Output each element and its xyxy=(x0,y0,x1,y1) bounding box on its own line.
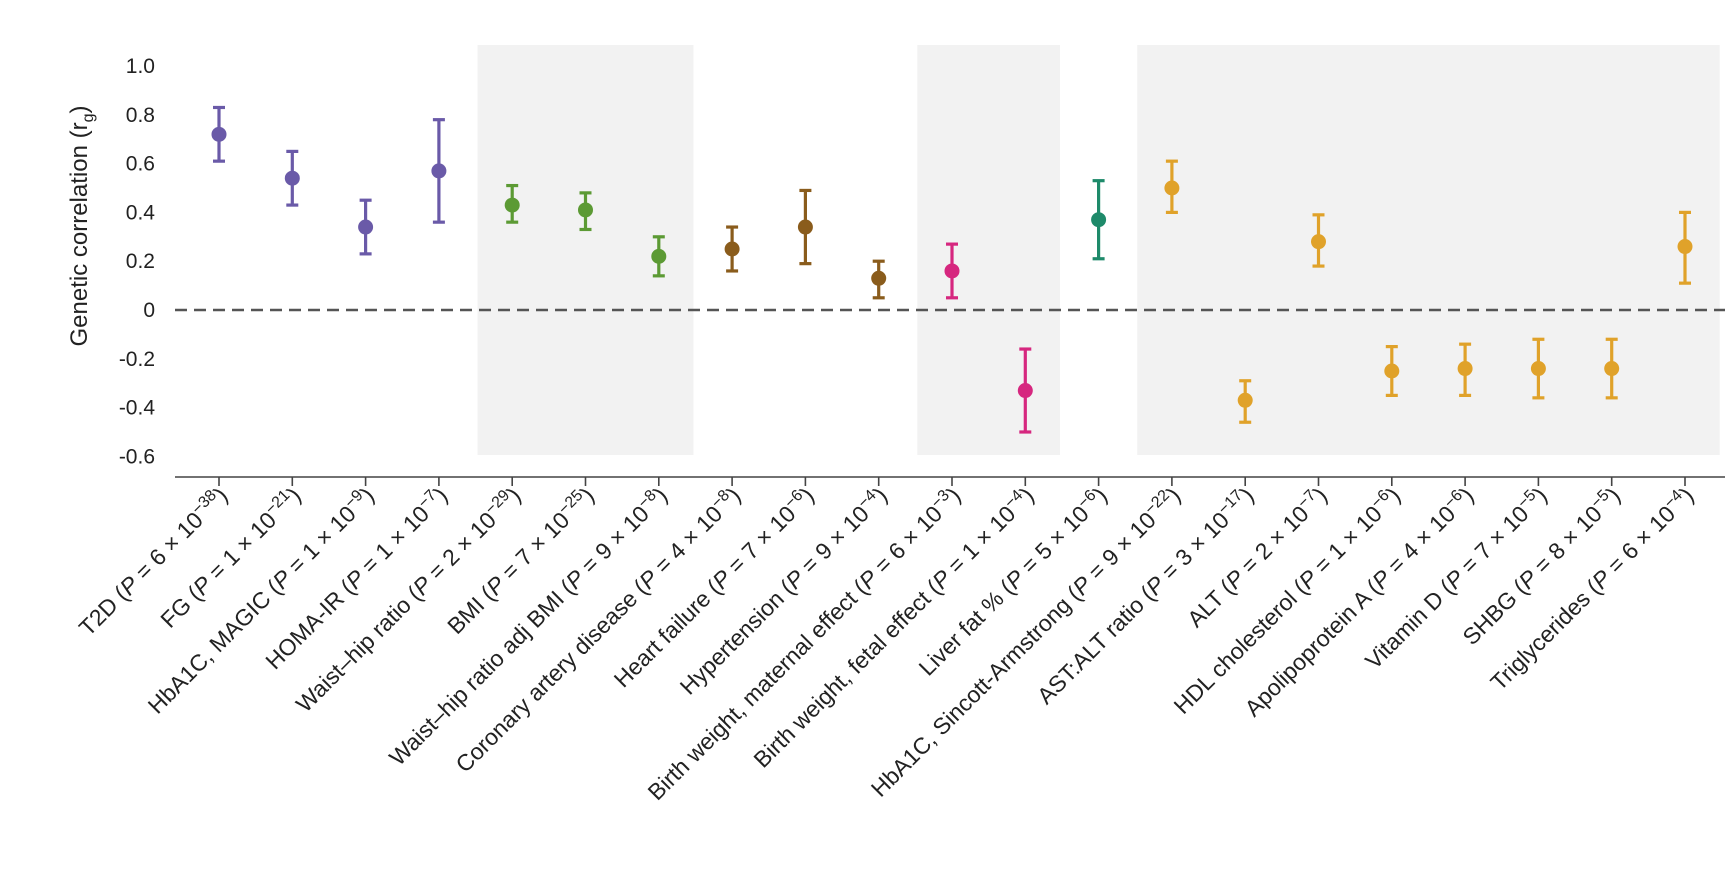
point-marker xyxy=(871,270,887,286)
point-group xyxy=(1237,379,1253,424)
point-marker xyxy=(724,241,740,257)
point-group xyxy=(1457,342,1473,397)
data-points xyxy=(211,105,1693,434)
point-group xyxy=(651,235,667,278)
point-marker xyxy=(1604,361,1620,377)
point-group xyxy=(358,198,374,256)
y-tick-label: 0.2 xyxy=(126,250,155,273)
x-category-label: ALT (P = 2 × 10−7) xyxy=(1181,481,1332,632)
y-tick-label: 1.0 xyxy=(126,55,155,78)
y-tick-label: -0.4 xyxy=(119,397,156,420)
point-marker xyxy=(358,219,374,235)
y-tick-label: 0 xyxy=(143,299,155,322)
y-axis-title-main: Genetic correlation (r xyxy=(66,122,93,346)
point-group xyxy=(724,225,740,273)
point-marker xyxy=(944,263,960,279)
point-marker xyxy=(1017,383,1033,399)
point-marker xyxy=(1530,361,1546,377)
y-tick-label: -0.2 xyxy=(119,348,155,371)
point-group xyxy=(1311,213,1326,268)
point-marker xyxy=(1237,392,1253,408)
point-marker xyxy=(1677,239,1693,255)
point-marker xyxy=(1164,180,1180,196)
point-group xyxy=(578,191,593,232)
point-group xyxy=(871,259,887,300)
point-marker xyxy=(504,197,520,213)
point-group xyxy=(431,118,447,224)
x-axis-labels: T2D (P = 6 × 10−38)FG (P = 1 × 10−21)HbA… xyxy=(74,481,1699,805)
point-marker xyxy=(1457,361,1473,377)
point-marker xyxy=(797,219,813,235)
shaded-band-3 xyxy=(1137,45,1720,455)
shaded-band-2 xyxy=(917,45,1060,455)
y-axis-title-subscript: g xyxy=(80,114,97,123)
y-tick-label: 0.8 xyxy=(126,104,155,127)
point-marker xyxy=(1384,363,1400,379)
point-group xyxy=(1164,159,1180,214)
x-axis-ticks xyxy=(218,477,1686,486)
point-marker xyxy=(431,163,447,179)
point-group xyxy=(284,149,300,207)
x-category-label: FG (P = 1 × 10−21) xyxy=(155,481,306,632)
shaded-bands xyxy=(477,45,1720,455)
y-axis: 1.0 0.8 0.6 0.4 0.2 0 -0.2 -0.4 -0.6 xyxy=(119,55,156,468)
point-group xyxy=(1017,347,1033,434)
point-group xyxy=(1604,337,1620,400)
point-group xyxy=(1384,345,1400,397)
point-group xyxy=(1530,337,1546,400)
point-marker xyxy=(1091,212,1107,228)
point-group xyxy=(1677,210,1693,285)
point-marker xyxy=(211,126,227,142)
point-group xyxy=(944,242,960,300)
point-group xyxy=(504,183,520,224)
point-marker xyxy=(284,170,300,186)
point-group xyxy=(211,105,227,163)
y-tick-label: -0.6 xyxy=(119,445,155,468)
point-marker xyxy=(578,202,593,218)
y-axis-title-close: ) xyxy=(66,106,93,114)
point-marker xyxy=(1311,234,1326,250)
y-tick-label: 0.4 xyxy=(126,201,156,224)
y-axis-title: Genetic correlation (rg) xyxy=(66,106,97,347)
y-tick-label: 0.6 xyxy=(126,153,155,176)
point-group xyxy=(797,188,813,266)
point-marker xyxy=(651,248,667,264)
point-group xyxy=(1091,179,1107,261)
